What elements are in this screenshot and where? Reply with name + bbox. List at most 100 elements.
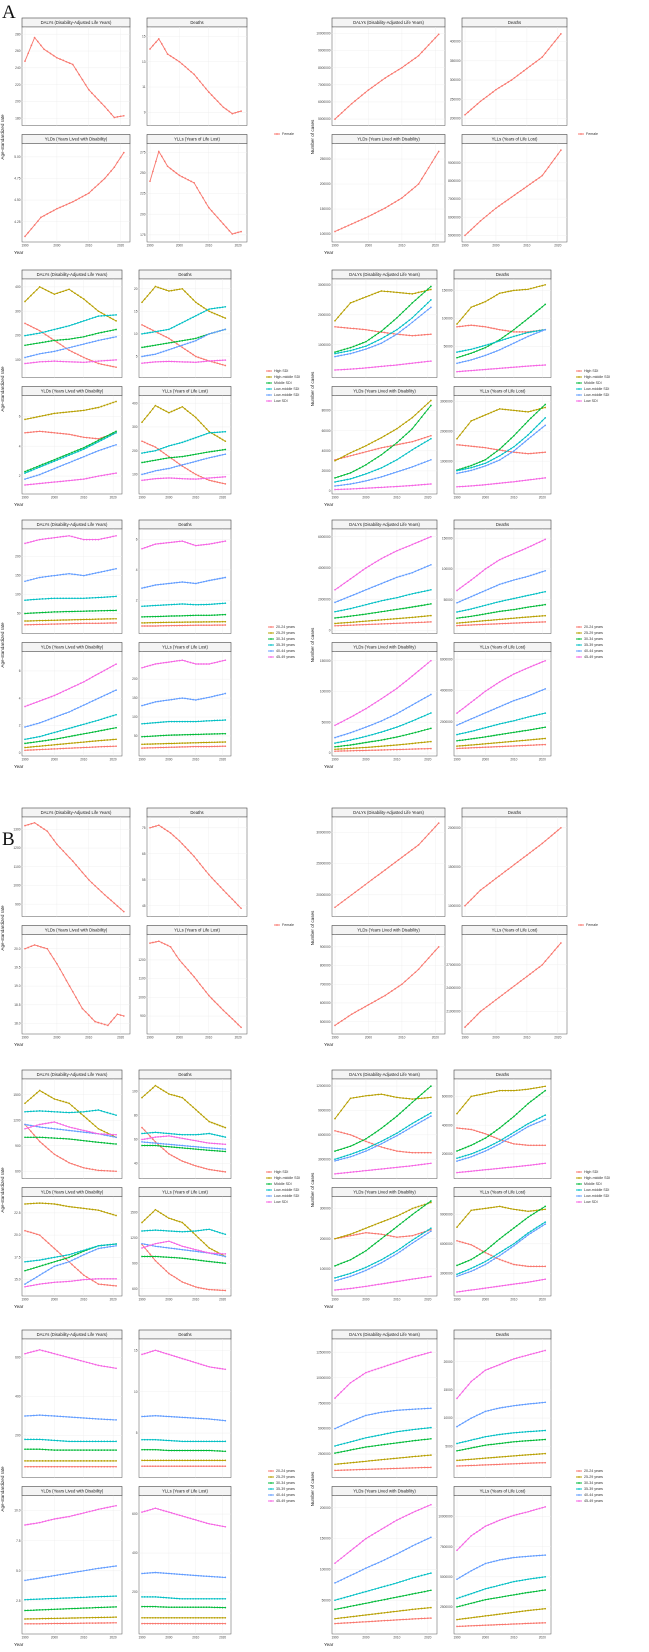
data-point [44, 1136, 47, 1139]
data-point [392, 748, 395, 751]
data-point [149, 826, 151, 829]
data-point [386, 474, 389, 476]
x-tick-label: 2020 [424, 496, 431, 500]
data-point [197, 1133, 200, 1136]
data-point [157, 1142, 159, 1145]
data-point [208, 1120, 211, 1123]
data-point [107, 109, 109, 112]
data-point [197, 478, 200, 480]
data-point [32, 612, 35, 614]
data-point [109, 618, 112, 620]
data-point [165, 1150, 168, 1153]
data-point [456, 747, 458, 750]
data-point [490, 454, 492, 457]
data-point [184, 343, 186, 346]
data-point [122, 114, 125, 117]
data-point [358, 367, 361, 370]
data-point [199, 191, 201, 194]
data-point [532, 433, 535, 436]
panel-A-age-cases-2: YLDs (Years Lived with Disability)150000… [320, 642, 438, 762]
y-tick-label: 50000 [444, 598, 453, 602]
data-point [168, 624, 170, 627]
legend-swatch-dot [268, 1189, 270, 1191]
data-point [176, 1157, 178, 1160]
data-point [411, 720, 414, 722]
data-point [106, 314, 109, 317]
data-point [392, 714, 395, 716]
data-point [529, 851, 531, 854]
data-point [74, 622, 76, 625]
data-point [181, 287, 184, 290]
data-point [165, 336, 168, 338]
data-point [77, 622, 79, 625]
data-point [176, 697, 178, 700]
data-point [213, 97, 216, 100]
data-point [352, 575, 355, 578]
x-tick-label: 2020 [219, 758, 226, 762]
data-point [88, 731, 91, 734]
data-point [337, 622, 339, 625]
data-point [141, 735, 143, 738]
data-point [374, 457, 377, 460]
data-point [495, 350, 498, 352]
data-point [464, 349, 467, 352]
data-point [71, 460, 73, 463]
data-point [79, 537, 82, 540]
data-point [202, 741, 205, 744]
data-point [77, 435, 79, 437]
data-point [396, 485, 398, 488]
data-point [189, 603, 192, 606]
data-point [470, 608, 473, 610]
panel-B-sex-rate-2: YLDs (Years Lived with Disability)20.019… [14, 925, 131, 1040]
data-point [374, 876, 376, 879]
data-point [334, 319, 336, 322]
data-point [146, 1132, 149, 1134]
data-point [473, 607, 475, 610]
data-point [59, 480, 62, 483]
data-point [109, 402, 112, 405]
data-point [527, 288, 529, 291]
data-point [59, 623, 62, 625]
x-tick-label: 2000 [51, 496, 58, 500]
data-point [530, 728, 532, 731]
data-point [467, 324, 470, 327]
data-point [487, 343, 490, 346]
data-point [423, 714, 426, 717]
data-point [535, 572, 538, 575]
data-point [56, 1128, 59, 1130]
data-point [504, 291, 507, 293]
legend-swatch-dot [578, 656, 580, 658]
data-point [411, 571, 414, 574]
data-point [160, 826, 163, 828]
data-point [334, 230, 336, 233]
data-point [352, 614, 355, 617]
data-point [426, 621, 429, 623]
data-point [71, 618, 73, 621]
data-point [173, 477, 176, 480]
data-point [487, 588, 490, 591]
data-point [488, 882, 491, 884]
data-point [82, 409, 85, 412]
data-point [473, 369, 475, 372]
data-point [173, 742, 176, 745]
data-point [334, 742, 336, 744]
data-point [207, 206, 210, 209]
data-point [32, 1202, 35, 1205]
data-point [504, 367, 507, 369]
data-point [417, 730, 420, 733]
data-point [62, 597, 65, 600]
data-point [530, 331, 532, 333]
y-tick-label: 65 [142, 852, 146, 856]
data-point [383, 745, 386, 747]
data-point [485, 214, 488, 217]
data-point [141, 324, 143, 326]
data-point [521, 607, 524, 609]
data-point [501, 449, 504, 452]
data-point [157, 1136, 159, 1138]
data-point [205, 663, 208, 665]
data-point [143, 743, 146, 746]
legend-swatch-dot [276, 924, 278, 926]
data-point [470, 730, 473, 733]
